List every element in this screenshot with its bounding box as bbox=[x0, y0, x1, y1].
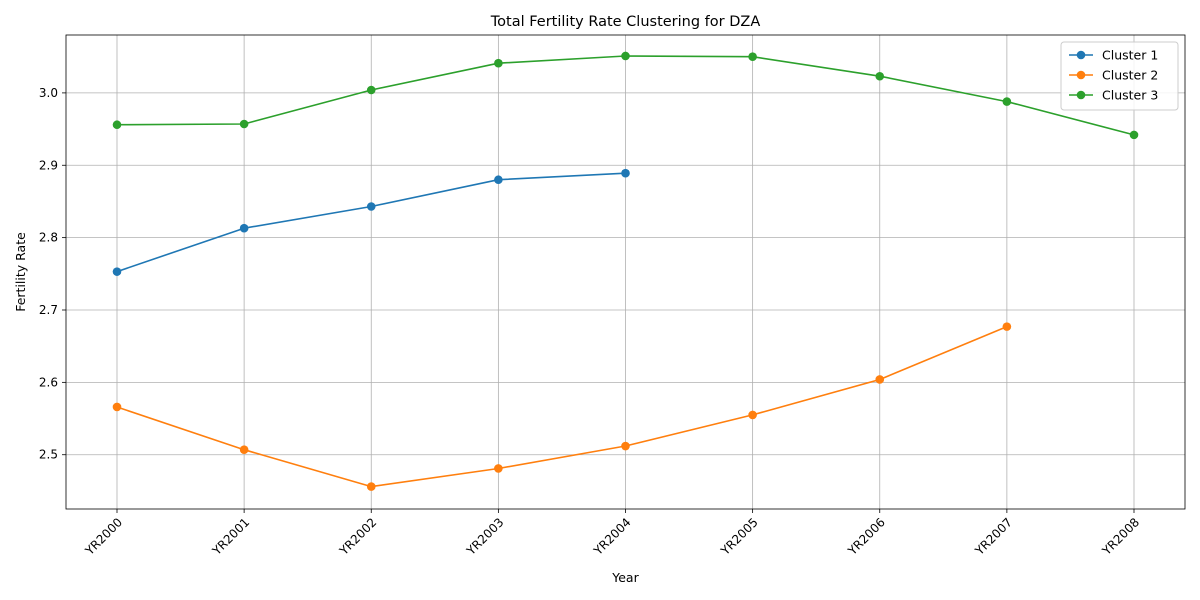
data-point bbox=[112, 267, 122, 276]
data-point bbox=[621, 168, 630, 178]
data-point bbox=[366, 85, 376, 95]
legend-swatch-marker bbox=[1076, 70, 1086, 80]
series-2 bbox=[112, 322, 1012, 491]
data-point bbox=[239, 119, 249, 129]
data-point bbox=[239, 223, 249, 233]
data-point bbox=[875, 375, 885, 384]
data-point bbox=[494, 175, 503, 185]
series-line bbox=[116, 325, 1008, 488]
y-tick-label: 2.9 bbox=[39, 158, 58, 172]
data-point bbox=[1002, 97, 1012, 106]
data-point bbox=[621, 441, 630, 451]
data-point bbox=[1002, 322, 1012, 331]
legend-swatch-marker bbox=[1076, 90, 1086, 100]
data-point bbox=[748, 410, 757, 420]
legend-label: Cluster 1 bbox=[1102, 48, 1158, 63]
y-tick-label: 2.8 bbox=[39, 231, 58, 245]
data-point bbox=[366, 202, 376, 211]
y-tick-label: 3.0 bbox=[39, 86, 58, 100]
y-axis-label: Fertility Rate bbox=[13, 232, 28, 312]
legend-label: Cluster 3 bbox=[1102, 88, 1158, 103]
legend-item: Cluster 3 bbox=[1069, 88, 1158, 103]
chart-title: Total Fertility Rate Clustering for DZA bbox=[490, 14, 761, 30]
data-point bbox=[748, 52, 757, 62]
legend: Cluster 1 Cluster 2 Cluster 3 bbox=[1060, 41, 1179, 111]
legend-swatch-marker bbox=[1076, 50, 1086, 60]
legend-label: Cluster 2 bbox=[1102, 68, 1158, 83]
data-point bbox=[112, 120, 122, 130]
legend-item: Cluster 1 bbox=[1069, 48, 1158, 63]
legend-item: Cluster 2 bbox=[1069, 68, 1158, 83]
data-point bbox=[494, 464, 503, 473]
grid-lines bbox=[66, 35, 1185, 509]
y-tick-label: 2.7 bbox=[39, 303, 58, 317]
data-point bbox=[112, 402, 122, 412]
y-axis: 2.5 2.6 2.7 2.8 2.9 3.0 bbox=[39, 86, 66, 462]
y-tick-label: 2.5 bbox=[39, 448, 58, 462]
data-point bbox=[875, 71, 885, 81]
x-axis-label: Year bbox=[611, 570, 639, 585]
series-1 bbox=[112, 168, 630, 276]
data-point bbox=[1129, 130, 1139, 140]
data-point bbox=[621, 51, 630, 61]
data-point bbox=[239, 445, 249, 454]
legend-box bbox=[1060, 41, 1179, 111]
series-layer bbox=[112, 51, 1139, 491]
y-tick-label: 2.6 bbox=[39, 375, 58, 389]
data-point bbox=[494, 58, 503, 68]
series-3 bbox=[112, 51, 1139, 140]
data-point bbox=[366, 482, 376, 491]
